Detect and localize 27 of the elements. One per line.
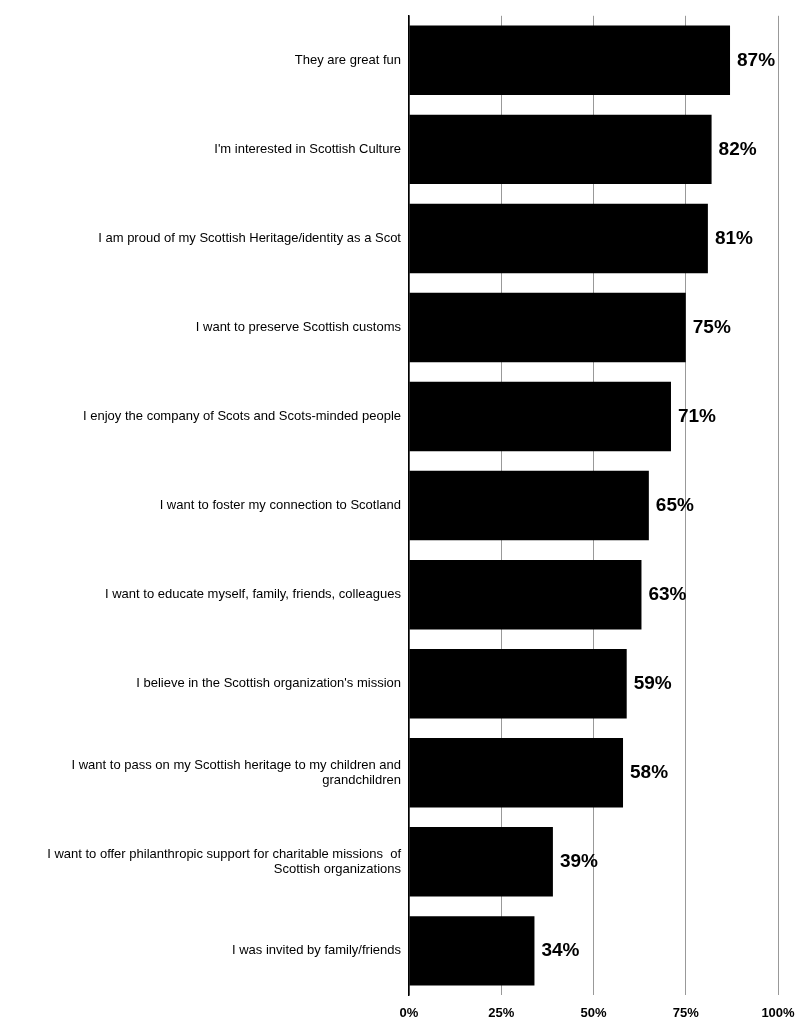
data-label: 81% <box>714 226 754 248</box>
y-tick-label: They are great fun <box>294 51 401 67</box>
x-tick-label: 100% <box>761 1004 796 1020</box>
y-tick-label: I believe in the Scottish organization's mission <box>136 675 401 691</box>
data-label: 71% <box>677 404 717 426</box>
x-tick-label: 50% <box>580 1004 607 1020</box>
data-label: 87% <box>737 48 776 70</box>
data-label: 82% <box>718 137 757 159</box>
data-label: 39% <box>559 850 599 872</box>
y-tick-label: I want to preserve Scottish customs <box>195 319 402 335</box>
y-tick-label: I want to pass on my Scottish heritage to my children and grandchildren <box>71 756 401 788</box>
y-tick-label: I am proud of my Scottish Heritage/identity as a Scot <box>98 230 402 246</box>
y-tick-label: I want to educate myself, family, friends, colleagues <box>104 586 402 602</box>
data-label: 63% <box>648 582 687 604</box>
x-tick-label: 0% <box>399 1004 419 1020</box>
data-label: 58% <box>630 761 669 782</box>
data-label: 65% <box>655 493 694 515</box>
y-tick-label: I enjoy the company of Scots and Scots-minded people <box>83 408 401 424</box>
y-tick-label: I want to offer philanthropic support for charitable missions of Scottish organizations <box>47 845 402 877</box>
y-tick-label: I'm interested in Scottish Culture <box>214 140 401 156</box>
y-tick-label: I was invited by family/friends <box>231 942 402 958</box>
x-tick-label: 25% <box>488 1004 515 1020</box>
x-tick-label: 75% <box>672 1004 700 1020</box>
data-label: 75% <box>692 315 731 337</box>
data-label: 34% <box>541 939 580 961</box>
data-label: 59% <box>633 671 672 693</box>
y-tick-label: I want to foster my connection to Scotland <box>159 497 401 513</box>
